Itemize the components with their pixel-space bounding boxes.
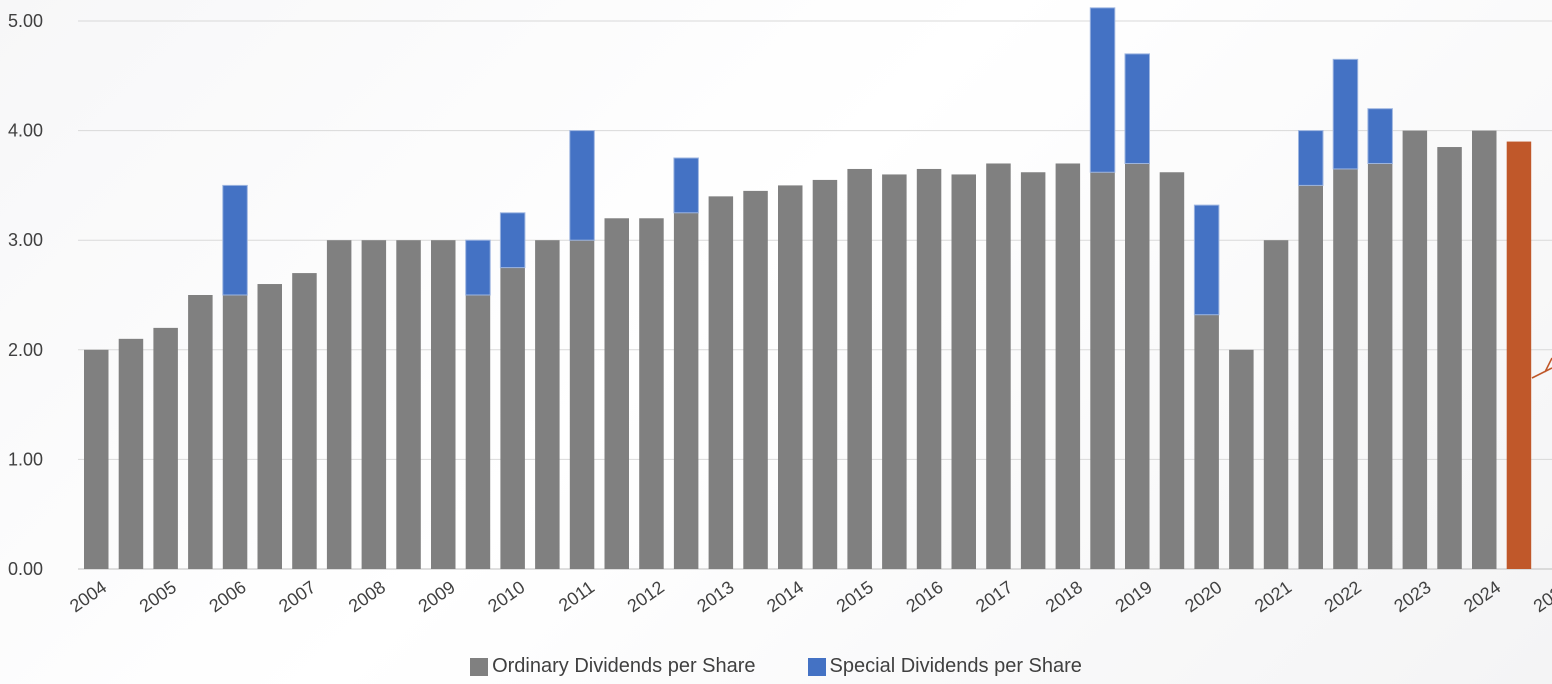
y-tick-label: 3.00 xyxy=(8,230,43,250)
bar-ordinary xyxy=(1125,163,1150,570)
bar-ordinary xyxy=(1402,130,1428,569)
bar-ordinary xyxy=(326,240,352,569)
bar-ordinary xyxy=(639,218,664,569)
bar-ordinary xyxy=(153,327,178,569)
y-tick-label: 4.00 xyxy=(8,121,43,141)
bar-ordinary xyxy=(535,240,560,569)
bar-special xyxy=(673,157,699,214)
bar-ordinary xyxy=(882,174,907,569)
x-tick-label: 2015 xyxy=(833,577,877,616)
bar-ordinary xyxy=(396,240,421,569)
legend-swatch-special xyxy=(807,657,826,676)
y-axis-ticks: 0.00 1.00 2.00 3.00 4.00 5.00 xyxy=(8,11,43,579)
x-tick-label: 2025 xyxy=(1530,577,1552,616)
annotation-pointer xyxy=(1531,357,1552,379)
x-tick-label: 2005 xyxy=(136,577,180,616)
bar-ordinary xyxy=(292,273,317,569)
bar-ordinary xyxy=(1298,185,1323,569)
bar-ordinary xyxy=(916,168,942,569)
bar-ordinary xyxy=(1194,314,1219,569)
bar-ordinary xyxy=(1159,172,1185,570)
bar-ordinary xyxy=(1333,168,1358,569)
x-tick-label: 2007 xyxy=(275,577,319,616)
x-tick-label: 2018 xyxy=(1042,577,1086,616)
bar-ordinary xyxy=(431,240,456,569)
legend-label-ordinary: Ordinary Dividends per Share xyxy=(492,655,756,677)
x-tick-label: 2017 xyxy=(972,577,1016,616)
x-tick-label: 2019 xyxy=(1112,577,1156,616)
bar-ordinary xyxy=(257,284,282,569)
y-tick-label: 1.00 xyxy=(8,449,43,469)
x-tick-label: 2006 xyxy=(205,577,249,616)
bar-ordinary xyxy=(708,196,734,570)
bar-ordinary xyxy=(84,349,109,569)
bar-ordinary xyxy=(465,295,491,569)
bar-ordinary xyxy=(118,338,144,569)
x-tick-label: 2020 xyxy=(1181,577,1225,616)
x-tick-label: 2014 xyxy=(763,577,807,616)
bar-ordinary xyxy=(812,179,838,570)
bar-ordinary xyxy=(986,163,1011,570)
bar-ordinary xyxy=(1263,240,1289,569)
x-tick-label: 2022 xyxy=(1321,577,1365,616)
x-tick-label: 2021 xyxy=(1251,577,1295,616)
bar-special xyxy=(1367,108,1393,164)
bar-special xyxy=(1193,204,1220,316)
bar-ordinary xyxy=(778,185,803,569)
bar-ordinary xyxy=(1229,349,1254,569)
bar-special xyxy=(1298,130,1324,186)
x-tick-label: 2004 xyxy=(66,577,110,616)
bar-ordinary xyxy=(1090,172,1115,570)
bar-special xyxy=(222,184,248,296)
legend-swatch-ordinary xyxy=(470,657,489,676)
bar-ordinary xyxy=(1437,147,1462,570)
bar-ordinary xyxy=(569,240,595,569)
x-tick-label: 2024 xyxy=(1460,577,1504,616)
x-tick-label: 2008 xyxy=(345,577,389,616)
bar-estimate xyxy=(1506,141,1532,569)
bar-ordinary xyxy=(500,267,525,569)
bar-ordinary xyxy=(604,218,629,569)
x-tick-label: 2016 xyxy=(902,577,946,616)
bar-ordinary xyxy=(673,212,699,570)
bar-ordinary xyxy=(743,190,768,569)
y-tick-label: 0.00 xyxy=(8,559,43,579)
bar-ordinary xyxy=(951,174,976,569)
x-tick-label: 2023 xyxy=(1390,577,1434,616)
legend: Ordinary Dividends per Share Special Div… xyxy=(0,655,1552,678)
x-tick-label: 2010 xyxy=(484,577,528,616)
bar-special xyxy=(499,212,526,269)
bar-ordinary xyxy=(361,240,387,569)
bar-ordinary xyxy=(1055,163,1081,570)
bar-special xyxy=(465,239,491,296)
bar-ordinary xyxy=(847,168,872,569)
x-tick-label: 2012 xyxy=(624,577,668,616)
bar-special xyxy=(569,130,595,241)
bar-ordinary xyxy=(1020,172,1046,570)
bars xyxy=(84,7,1532,570)
bar-ordinary xyxy=(1367,163,1393,570)
bar-ordinary xyxy=(222,295,248,569)
x-tick-label: 2011 xyxy=(555,577,598,616)
legend-item-ordinary: Ordinary Dividends per Share xyxy=(470,655,756,678)
x-tick-label: 2013 xyxy=(693,577,737,616)
y-tick-label: 2.00 xyxy=(8,340,43,360)
bar-special xyxy=(1124,53,1150,164)
bar-ordinary xyxy=(188,295,213,569)
y-tick-label: 5.00 xyxy=(8,11,43,31)
x-axis-ticks: 2004 2005 2006 2007 2008 2009 2010 2011 2012 2013… xyxy=(66,577,1552,616)
bar-ordinary xyxy=(1472,130,1497,569)
dividend-chart: 0.001.002.003.004.005.00 2004 2005 2006 200… xyxy=(8,7,1552,616)
bar-special xyxy=(1332,58,1359,170)
bar-special xyxy=(1089,7,1116,173)
x-tick-label: 2009 xyxy=(415,577,459,616)
legend-item-special: Special Dividends per Share xyxy=(807,655,1082,678)
legend-label-special: Special Dividends per Share xyxy=(829,655,1082,677)
